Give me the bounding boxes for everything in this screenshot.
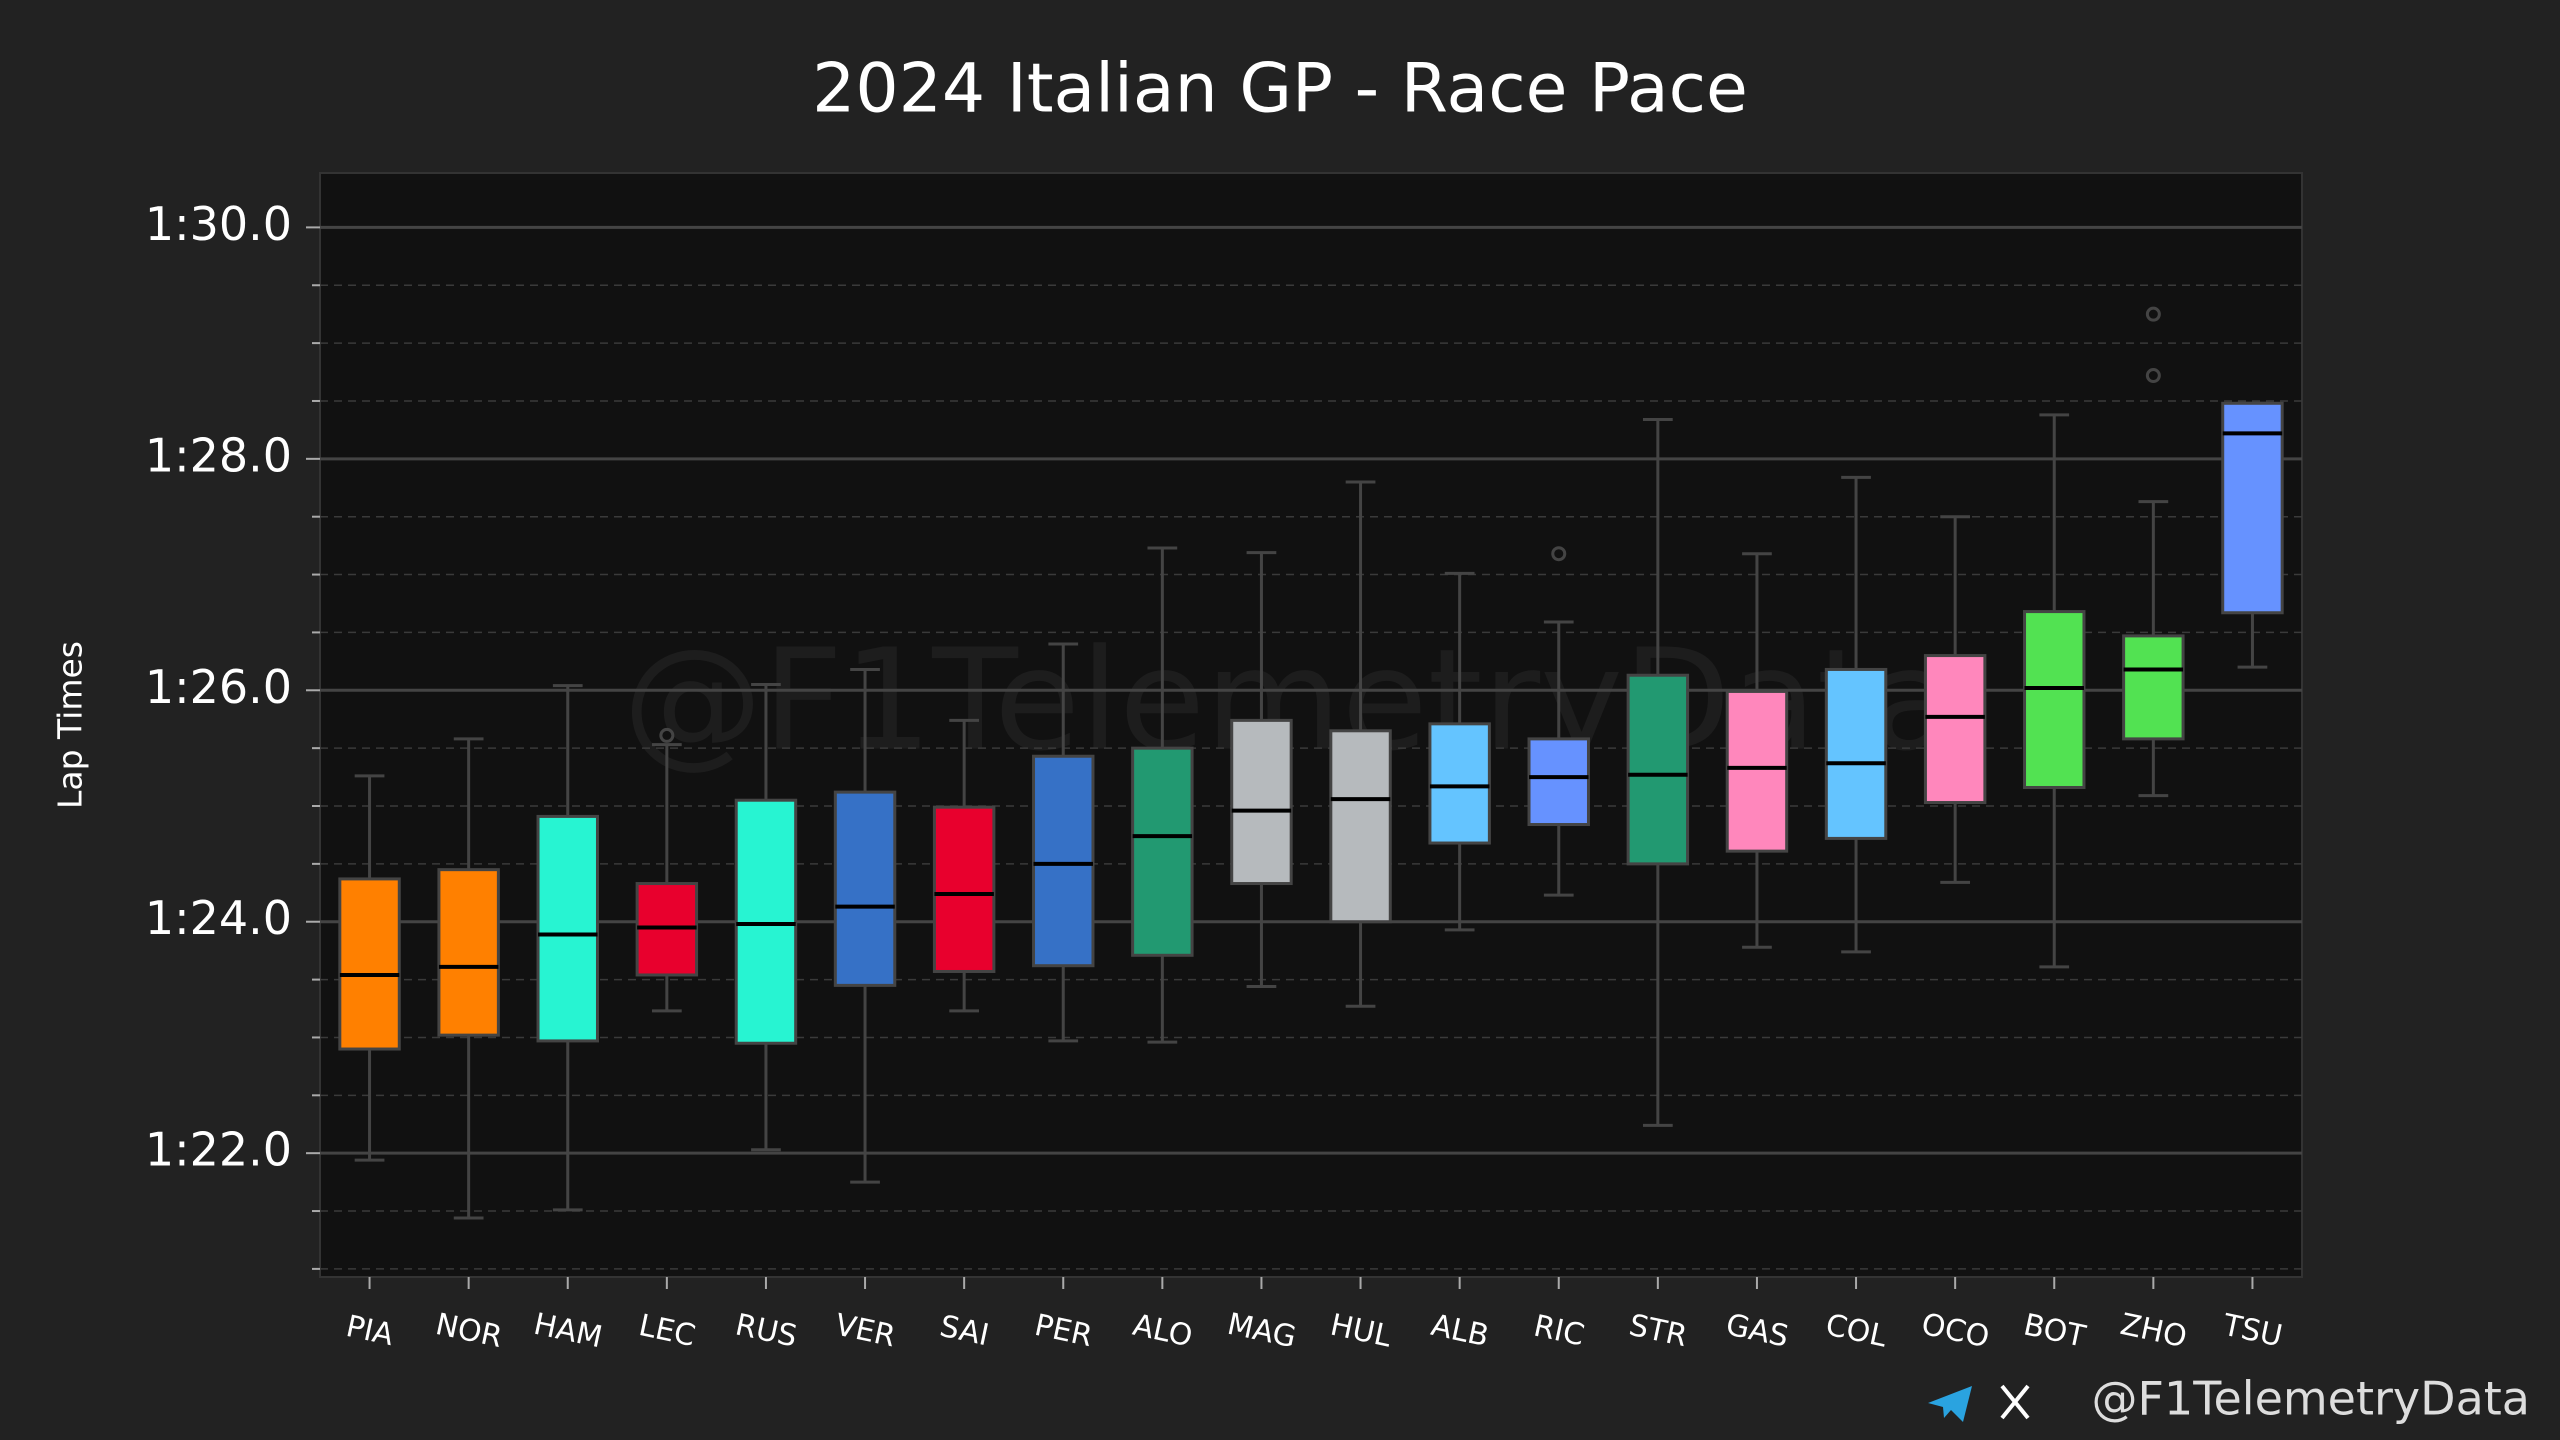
box	[1428, 722, 1491, 845]
box	[1824, 667, 1888, 840]
chart-title: 2024 Italian GP - Race Pace	[812, 50, 1748, 129]
y-tick-label: 1:28.0	[145, 428, 292, 482]
box	[1230, 718, 1293, 886]
outlier	[2145, 368, 2161, 384]
box	[1329, 729, 1392, 924]
box	[1626, 673, 1690, 866]
y-tick-label: 1:26.0	[145, 660, 292, 714]
box	[1032, 754, 1095, 968]
box	[2122, 634, 2185, 741]
box	[734, 798, 798, 1045]
outlier	[1551, 546, 1567, 562]
x-icon	[2000, 1384, 2030, 1420]
y-tick-label: 1:22.0	[145, 1123, 292, 1177]
box	[833, 790, 897, 987]
box	[932, 805, 996, 973]
box	[2023, 610, 2086, 789]
y-axis-label: Lap Times	[51, 641, 90, 809]
telegram-icon	[1928, 1386, 1972, 1422]
box	[1725, 689, 1789, 853]
box	[1923, 654, 1987, 805]
box	[338, 877, 401, 1051]
credit: @F1TelemetryData	[2091, 1372, 2530, 1426]
y-tick-label: 1:30.0	[145, 197, 292, 251]
box	[536, 814, 599, 1043]
y-tick-label: 1:24.0	[145, 891, 292, 945]
box	[437, 868, 500, 1037]
box	[1131, 746, 1194, 957]
outlier	[659, 727, 675, 743]
box	[1527, 737, 1590, 827]
outlier	[2145, 306, 2161, 322]
box	[2221, 401, 2284, 615]
